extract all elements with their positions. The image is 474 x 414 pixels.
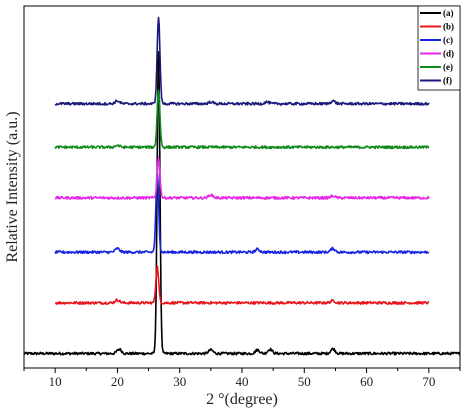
x-axis-ticks: 10 20 30 40 50 60 70	[23, 368, 461, 389]
x-tick-label: 10	[49, 374, 62, 389]
series-line-e	[54, 89, 430, 150]
series-layer	[23, 16, 461, 356]
legend-label-e: (e)	[443, 62, 453, 72]
x-tick-label: 40	[236, 374, 249, 389]
series-line-c	[54, 170, 430, 255]
x-tick-label: 70	[422, 374, 435, 389]
legend-label-a: (a)	[443, 8, 454, 18]
y-axis-title: Relative Intensity (a.u.)	[4, 111, 21, 262]
series-line-d	[54, 156, 430, 200]
series-line-f	[54, 16, 430, 106]
x-axis-title: 2 °(degree)	[206, 391, 278, 408]
x-tick-label: 50	[298, 374, 311, 389]
plot-frame	[23, 5, 461, 369]
legend-label-d: (d)	[443, 49, 454, 59]
legend-label-f: (f)	[443, 76, 452, 86]
x-tick-label: 20	[111, 374, 124, 389]
x-tick-label: 60	[360, 374, 373, 389]
x-tick-label: 30	[173, 374, 186, 389]
series-line-b	[54, 265, 430, 305]
legend-label-b: (b)	[443, 22, 454, 32]
legend-label-c: (c)	[443, 35, 453, 45]
legend-box	[417, 5, 461, 91]
series-line-a	[23, 51, 461, 356]
legend: (a) (b) (c) (d) (e) (f)	[417, 5, 461, 91]
